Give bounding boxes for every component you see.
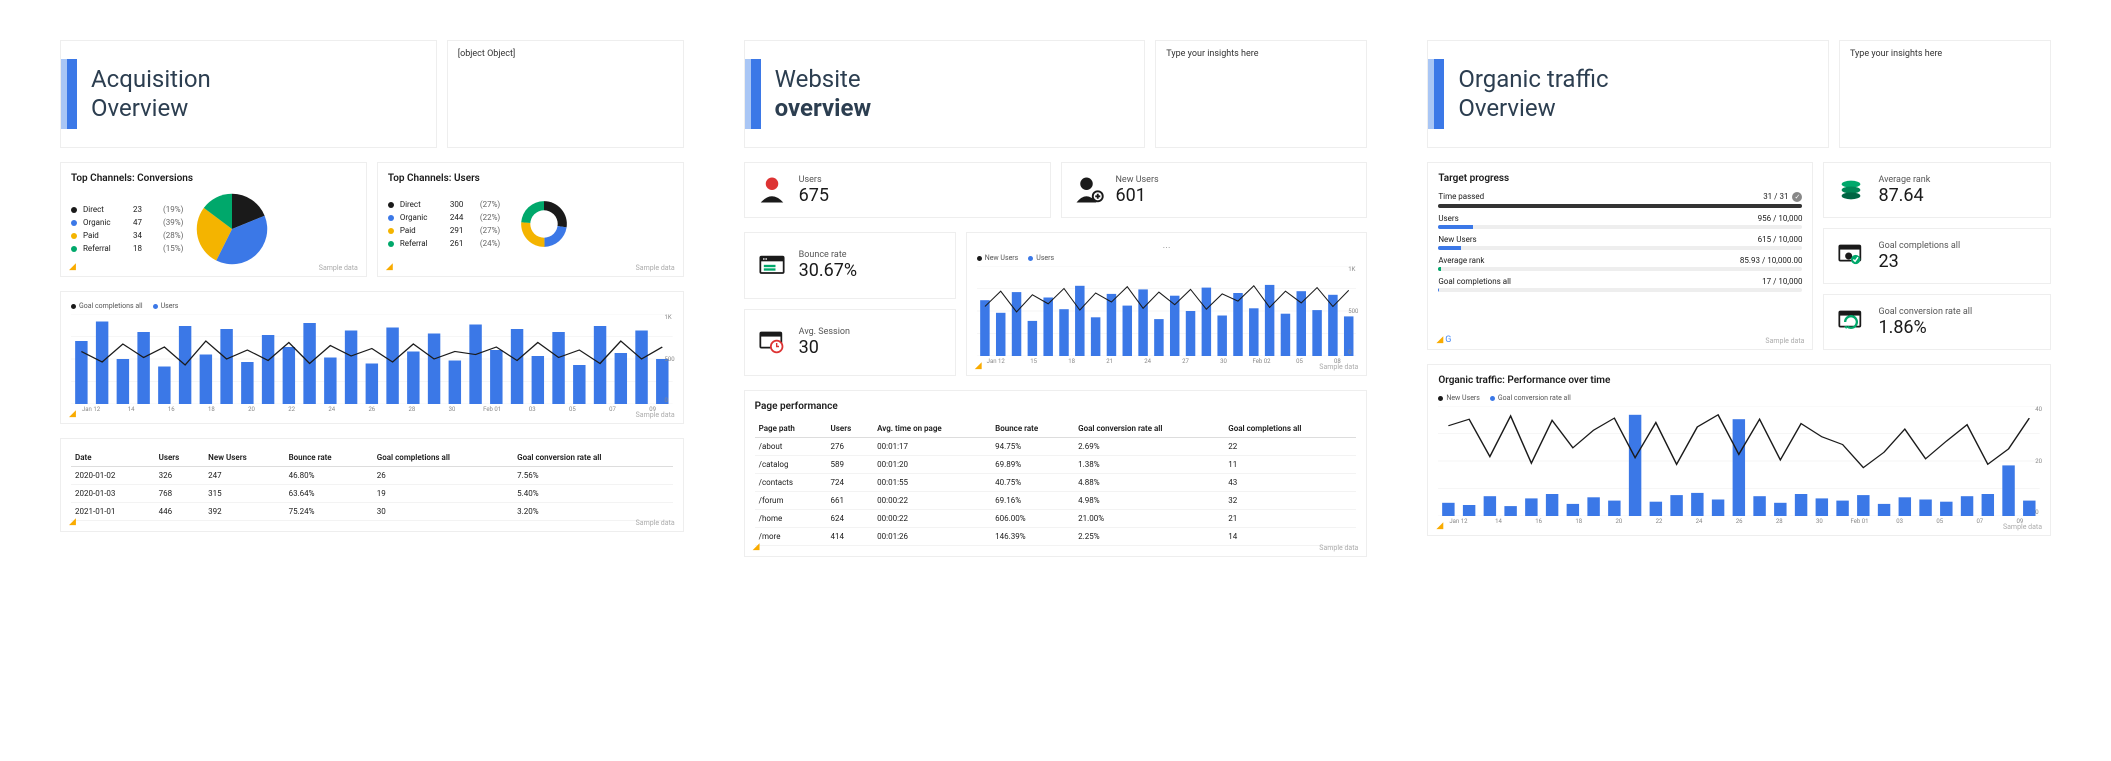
card-title: Page performance xyxy=(755,401,1357,412)
sample-label: Sample data xyxy=(1765,337,1804,345)
user-icon xyxy=(755,173,789,207)
stat-value: 30.67% xyxy=(799,260,857,281)
goal-comp-stat: Goal completions all 23 xyxy=(1823,228,2051,284)
ga-logo-icon: ◢ xyxy=(69,517,76,527)
title-line2: Overview xyxy=(1458,94,1608,123)
stat-value: 675 xyxy=(799,185,829,206)
stat-value: 1.86% xyxy=(1878,317,1972,338)
ga-logo-icon: ◢ xyxy=(975,361,982,371)
page-performance-card: Page performance Page pathUsersAvg. time… xyxy=(744,390,1368,557)
bar-line-chart: 1K5000 xyxy=(977,266,1357,356)
card-title: Top Channels: Conversions xyxy=(71,173,356,184)
data-table: Page pathUsersAvg. time on pageBounce ra… xyxy=(755,420,1357,546)
ga-logo-icon: ◢ xyxy=(1436,521,1443,531)
browser-icon xyxy=(755,249,789,283)
goal-conv-stat: Goal conversion rate all 1.86% xyxy=(1823,294,2051,350)
page-title: Organic traffic Overview xyxy=(1458,65,1608,123)
website-dashboard: Website overview Type your insights here… xyxy=(744,40,1368,557)
website-title-card: Website overview xyxy=(744,40,1146,148)
stat-label: Bounce rate xyxy=(799,250,857,260)
ga-logo-icon: ◢ xyxy=(386,262,393,272)
stat-label: Goal conversion rate all xyxy=(1878,307,1972,317)
sample-label: Sample data xyxy=(636,519,675,527)
stat-value: 87.64 xyxy=(1878,185,1930,206)
acquisition-table-card: DateUsersNew UsersBounce rateGoal comple… xyxy=(60,438,684,532)
chart-legend: Goal completions all Users xyxy=(71,302,673,310)
y-axis-right: 1K5000 xyxy=(1348,266,1358,356)
new-users-stat: New Users 601 xyxy=(1061,162,1368,218)
organic-title-card: Organic traffic Overview xyxy=(1427,40,1829,148)
stat-label: Users xyxy=(799,175,829,185)
title-line2: Overview xyxy=(91,94,211,123)
chart-legend: New Users Goal conversion rate all xyxy=(1438,394,2040,402)
title-line1: Acquisition xyxy=(91,65,211,94)
sample-label: Sample data xyxy=(319,264,358,272)
title-line1: Website xyxy=(775,65,871,94)
x-axis: Jan 12151821242730Feb 020508 xyxy=(977,358,1357,365)
card-title: Organic traffic: Performance over time xyxy=(1438,375,2040,386)
stat-value: 23 xyxy=(1878,251,1960,272)
sample-label: Sample data xyxy=(636,264,675,272)
drag-handle-icon[interactable]: ⋯ xyxy=(977,243,1357,252)
organic-chart-card: Organic traffic: Performance over time N… xyxy=(1427,364,2051,536)
users-card: Top Channels: Users Direct300(27%)Organi… xyxy=(377,162,684,277)
ga-logo-icon: ◢G xyxy=(1436,335,1451,345)
legend-table: Direct23(19%)Organic47(39%)Paid34(28%)Re… xyxy=(71,203,183,255)
conversion-icon xyxy=(1834,305,1868,339)
x-axis: Jan 12141618202224262830Feb 0103050709 xyxy=(1438,518,2040,525)
y-axis-right: 1K5000 xyxy=(665,314,675,404)
bar-line-chart: 1K5000 xyxy=(71,314,673,404)
rank-icon xyxy=(1834,173,1868,207)
insight-card[interactable]: Type your insights here xyxy=(1155,40,1367,148)
sample-label: Sample data xyxy=(2003,523,2042,531)
legend-table: Direct300(27%)Organic244(22%)Paid291(27%… xyxy=(388,198,500,250)
ga-logo-icon: ◢ xyxy=(753,542,760,552)
accent-bar xyxy=(745,59,761,129)
user-plus-icon xyxy=(1072,173,1106,207)
avg-rank-stat: Average rank 87.64 xyxy=(1823,162,2051,218)
page-title: Acquisition Overview xyxy=(91,65,211,123)
stat-value: 601 xyxy=(1116,185,1159,206)
ga-logo-icon: ◢ xyxy=(69,409,76,419)
y-axis-right: 40200 xyxy=(2035,406,2042,516)
organic-dashboard: Organic traffic Overview Type your insig… xyxy=(1427,40,2051,536)
donut-chart xyxy=(512,192,576,256)
acquisition-dashboard: Acquisition Overview [object Object] Top… xyxy=(60,40,684,532)
title-line2: overview xyxy=(775,94,871,123)
session-stat: Avg. Session 30 xyxy=(744,309,956,376)
conversions-card: Top Channels: Conversions Direct23(19%)O… xyxy=(60,162,367,277)
acquisition-chart-card: Goal completions all Users 1K5000 Jan 12… xyxy=(60,291,684,424)
bounce-stat: Bounce rate 30.67% xyxy=(744,232,956,299)
stat-label: Goal completions all xyxy=(1878,241,1960,251)
page-title: Website overview xyxy=(775,65,871,123)
stat-label: New Users xyxy=(1116,175,1159,185)
sample-label: Sample data xyxy=(1319,363,1358,371)
data-table: DateUsersNew UsersBounce rateGoal comple… xyxy=(71,449,673,521)
bar-line-chart: 40200 xyxy=(1438,406,2040,516)
insight-card[interactable]: Type your insights here xyxy=(1839,40,2051,148)
accent-bar xyxy=(61,59,77,129)
insight-card[interactable]: [object Object] xyxy=(447,40,684,148)
website-chart-card: ⋯ New Users Users 1K5000 Jan 12151821242… xyxy=(966,232,1368,376)
card-title: Target progress xyxy=(1438,173,1802,184)
stat-label: Avg. Session xyxy=(799,327,850,337)
stat-value: 30 xyxy=(799,337,850,358)
users-stat: Users 675 xyxy=(744,162,1051,218)
ga-logo-icon: ◢ xyxy=(69,262,76,272)
goal-icon xyxy=(1834,239,1868,273)
card-title: Top Channels: Users xyxy=(388,173,673,184)
sample-label: Sample data xyxy=(1319,544,1358,552)
pie-chart xyxy=(195,192,269,266)
clock-icon xyxy=(755,326,789,360)
accent-bar xyxy=(1428,59,1444,129)
stat-label: Average rank xyxy=(1878,175,1930,185)
sample-label: Sample data xyxy=(636,411,675,419)
target-progress-card: Target progress Time passed31 / 31✓Users… xyxy=(1427,162,1813,350)
x-axis: Jan 12141618202224262830Feb 0103050709 xyxy=(71,406,673,413)
chart-legend: New Users Users xyxy=(977,254,1357,262)
acquisition-title-card: Acquisition Overview xyxy=(60,40,437,148)
title-line1: Organic traffic xyxy=(1458,65,1608,94)
